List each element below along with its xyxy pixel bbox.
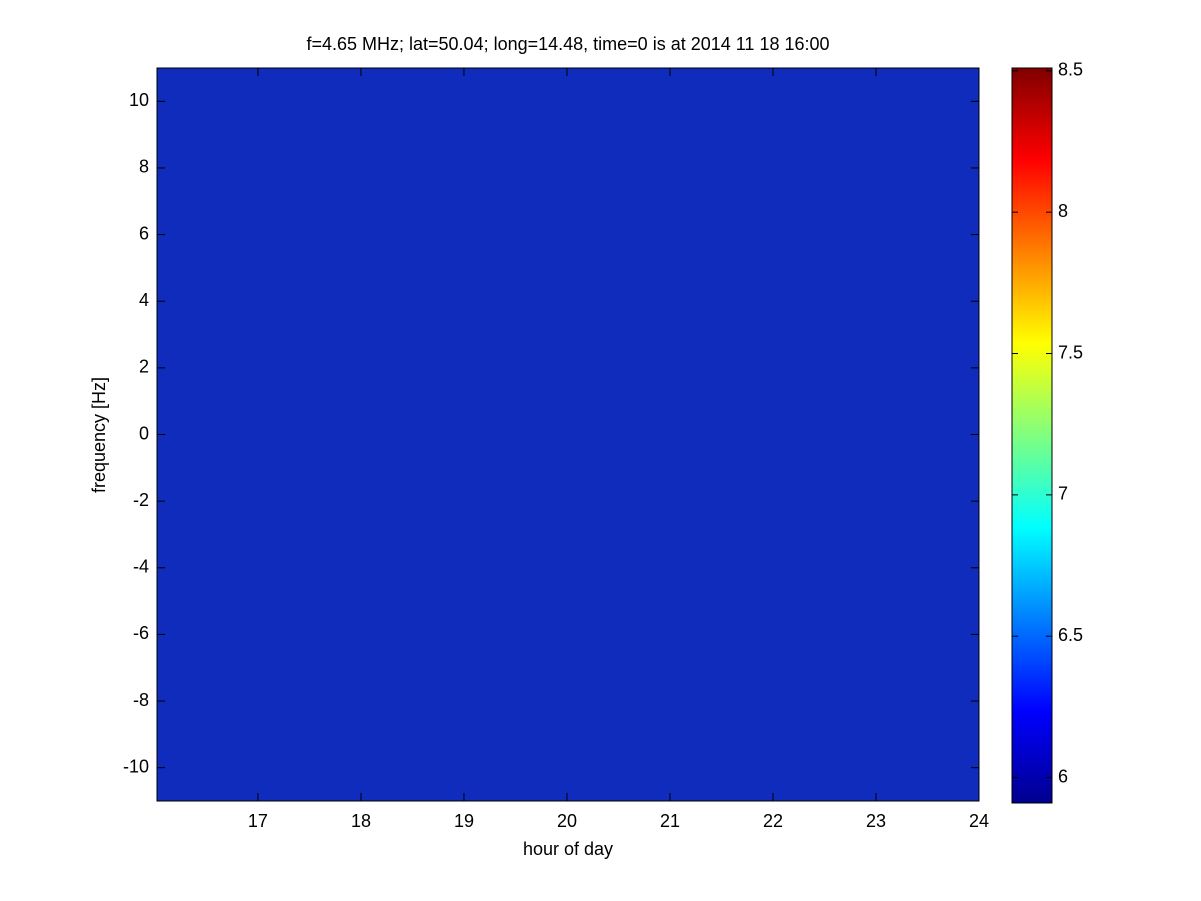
colorbar-tick-label: 6.5 <box>1058 625 1083 645</box>
x-tick-label: 19 <box>454 811 474 831</box>
x-tick-label: 24 <box>969 811 989 831</box>
x-axis-label: hour of day <box>523 839 613 859</box>
y-tick-label: 8 <box>139 157 149 177</box>
spectrogram-area <box>157 68 979 801</box>
y-tick-label: -2 <box>133 490 149 510</box>
x-tick-label: 22 <box>763 811 783 831</box>
y-tick-label: 10 <box>129 90 149 110</box>
x-tick-label: 17 <box>248 811 268 831</box>
y-tick-label: -8 <box>133 690 149 710</box>
y-tick-label: 2 <box>139 357 149 377</box>
y-tick-label: -6 <box>133 623 149 643</box>
y-tick-label: 4 <box>139 290 149 310</box>
x-tick-label: 18 <box>351 811 371 831</box>
y-tick-label: 6 <box>139 223 149 243</box>
colorbar-tick-label: 7.5 <box>1058 342 1083 362</box>
colorbar-tick-label: 6 <box>1058 766 1068 786</box>
chart-title: f=4.65 MHz; lat=50.04; long=14.48, time=… <box>306 34 829 54</box>
x-tick-label: 20 <box>557 811 577 831</box>
y-axis-label: frequency [Hz] <box>89 377 109 493</box>
colorbar-tick-label: 8 <box>1058 201 1068 221</box>
x-tick-label: 23 <box>866 811 886 831</box>
colorbar <box>1011 67 1053 804</box>
x-tick-label: 21 <box>660 811 680 831</box>
y-tick-label: -4 <box>133 557 149 577</box>
colorbar-tick-label: 8.5 <box>1058 60 1083 80</box>
y-tick-label: 0 <box>139 423 149 443</box>
y-tick-label: -10 <box>123 756 149 776</box>
colorbar-tick-label: 7 <box>1058 484 1068 504</box>
